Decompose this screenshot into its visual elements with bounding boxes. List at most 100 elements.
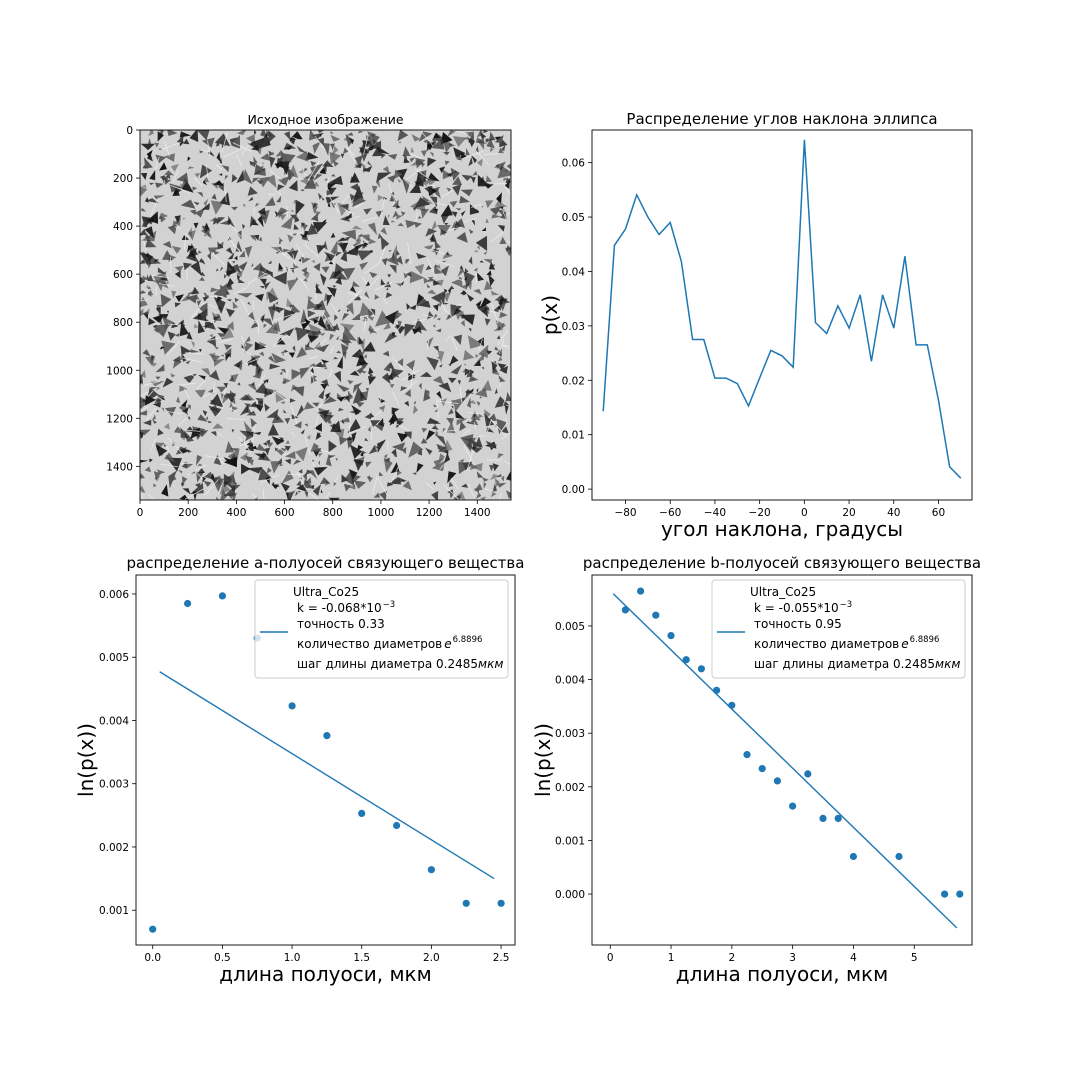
- binder-grain: [283, 248, 291, 253]
- binder-grain: [495, 319, 507, 331]
- binder-grain: [201, 368, 211, 377]
- binder-grain: [292, 345, 296, 353]
- binder-grain: [303, 478, 315, 489]
- grain-boundary: [166, 340, 181, 356]
- binder-grain: [302, 273, 310, 279]
- binder-grain: [296, 404, 304, 418]
- grain-boundary: [369, 421, 373, 440]
- binder-grain: [140, 429, 151, 436]
- grain-boundary: [484, 488, 495, 492]
- binder-grain: [489, 464, 495, 472]
- binder-grain: [212, 423, 224, 429]
- binder-grain: [298, 490, 301, 493]
- binder-grain: [327, 183, 337, 190]
- binder-grain: [335, 335, 340, 340]
- binder-grain: [443, 452, 451, 464]
- binder-grain: [300, 429, 305, 434]
- grain-boundary: [184, 488, 205, 500]
- binder-grain: [475, 354, 479, 358]
- binder-grain: [347, 436, 356, 449]
- x-tick-label: 60: [932, 507, 945, 519]
- grain-boundary: [392, 199, 396, 206]
- grain-boundary: [285, 369, 289, 378]
- binder-grain: [270, 246, 283, 254]
- binder-grain: [458, 276, 463, 280]
- binder-grain: [462, 398, 466, 402]
- binder-grain: [314, 211, 321, 217]
- binder-grain: [417, 216, 422, 219]
- binder-grain: [472, 171, 478, 176]
- legend-k: k = -0.068*10: [297, 601, 382, 615]
- grain-boundary: [349, 412, 351, 434]
- binder-grain: [241, 344, 245, 349]
- grain-boundary: [295, 243, 306, 260]
- grain-boundary: [274, 302, 280, 308]
- grain-boundary: [396, 423, 410, 432]
- binder-grain: [490, 290, 500, 296]
- binder-grain: [223, 273, 227, 279]
- binder-grain: [353, 480, 367, 489]
- binder-grain: [330, 232, 336, 238]
- x-tick-label: 0.0: [144, 952, 161, 964]
- binder-grain: [404, 400, 410, 407]
- binder-grain: [475, 436, 483, 448]
- binder-grain: [505, 490, 511, 499]
- grain-boundary: [208, 303, 217, 309]
- x-tick-label: 600: [275, 507, 295, 519]
- grain-boundary: [215, 163, 223, 171]
- binder-grain: [302, 472, 307, 481]
- binder-grain: [236, 169, 244, 184]
- binder-grain: [359, 391, 369, 401]
- binder-grain: [224, 175, 229, 180]
- binder-grain: [322, 160, 334, 168]
- binder-grain: [352, 195, 367, 207]
- grain-boundary: [140, 490, 144, 500]
- grain-boundary: [463, 445, 475, 465]
- binder-grain: [209, 354, 221, 362]
- binder-grain: [174, 425, 183, 434]
- grain-boundary: [185, 352, 203, 355]
- binder-grain: [336, 241, 342, 249]
- binder-grain: [437, 350, 445, 364]
- grain-boundary: [490, 302, 499, 324]
- grain-boundary: [273, 313, 293, 321]
- binder-grain: [347, 390, 354, 401]
- binder-grain: [197, 250, 202, 254]
- binder-grain: [197, 463, 203, 466]
- binder-grain: [189, 130, 199, 142]
- binder-grain: [282, 153, 296, 163]
- grain-boundary: [149, 438, 157, 452]
- binder-grain: [356, 366, 364, 375]
- binder-grain: [193, 222, 199, 229]
- binder-grain: [156, 409, 159, 413]
- binder-grain: [413, 404, 418, 415]
- binder-grain: [426, 283, 431, 288]
- grain-boundary: [183, 232, 187, 251]
- binder-grain: [318, 389, 325, 400]
- binder-grain: [416, 252, 427, 259]
- binder-grain: [234, 255, 238, 261]
- binder-grain: [182, 476, 188, 485]
- grain-boundary: [486, 419, 492, 433]
- binder-grain: [361, 451, 367, 454]
- binder-grain: [400, 386, 408, 392]
- binder-grain: [387, 153, 398, 160]
- binder-grain: [485, 175, 492, 183]
- binder-grain: [269, 156, 276, 169]
- axes-frame: [591, 574, 973, 946]
- binder-grain: [403, 157, 410, 164]
- binder-grain: [317, 137, 324, 147]
- binder-grain: [362, 317, 368, 322]
- binder-grain: [295, 206, 299, 209]
- y-tick-label: 1400: [106, 461, 133, 473]
- grain-boundary: [465, 150, 484, 159]
- binder-grain: [477, 174, 491, 187]
- binder-grain: [263, 380, 267, 385]
- binder-grain: [498, 356, 503, 362]
- binder-grain: [252, 177, 260, 184]
- binder-grain: [188, 449, 192, 454]
- grain-boundary: [241, 140, 253, 156]
- binder-grain: [213, 218, 222, 225]
- binder-grain: [293, 263, 299, 269]
- binder-grain: [304, 230, 309, 239]
